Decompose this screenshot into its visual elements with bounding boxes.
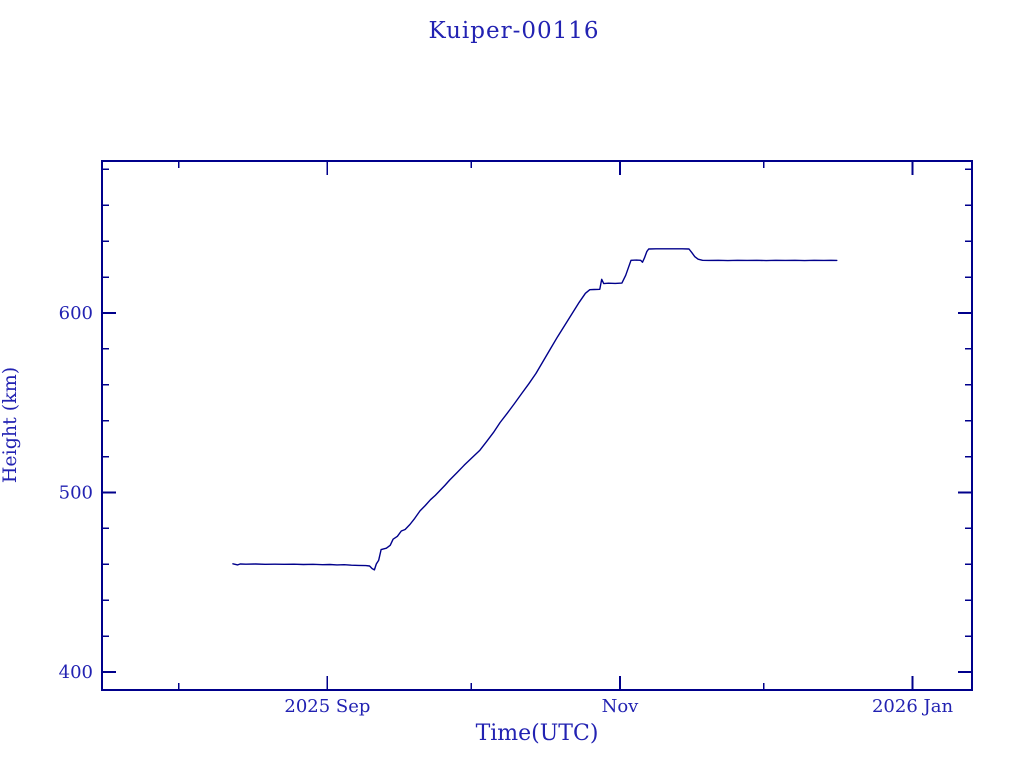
y-axis-label: Height (km): [0, 367, 21, 483]
plot-frame: [101, 160, 973, 691]
height-data-line: [232, 248, 838, 571]
x-axis-label: Time(UTC): [476, 721, 599, 746]
axis-ticks: [102, 161, 972, 690]
axis-tick-labels: 2025 Sep Nov 2026 Jan 400 500 600: [59, 303, 954, 717]
y-tick-label: 500: [59, 483, 93, 504]
y-tick-label: 600: [59, 303, 93, 324]
x-tick-label: Nov: [602, 696, 640, 717]
chart-title: Kuiper-00116: [428, 18, 599, 44]
x-tick-label: 2025 Sep: [284, 696, 370, 717]
y-tick-label: 400: [59, 662, 93, 683]
x-tick-label: 2026 Jan: [872, 696, 953, 717]
